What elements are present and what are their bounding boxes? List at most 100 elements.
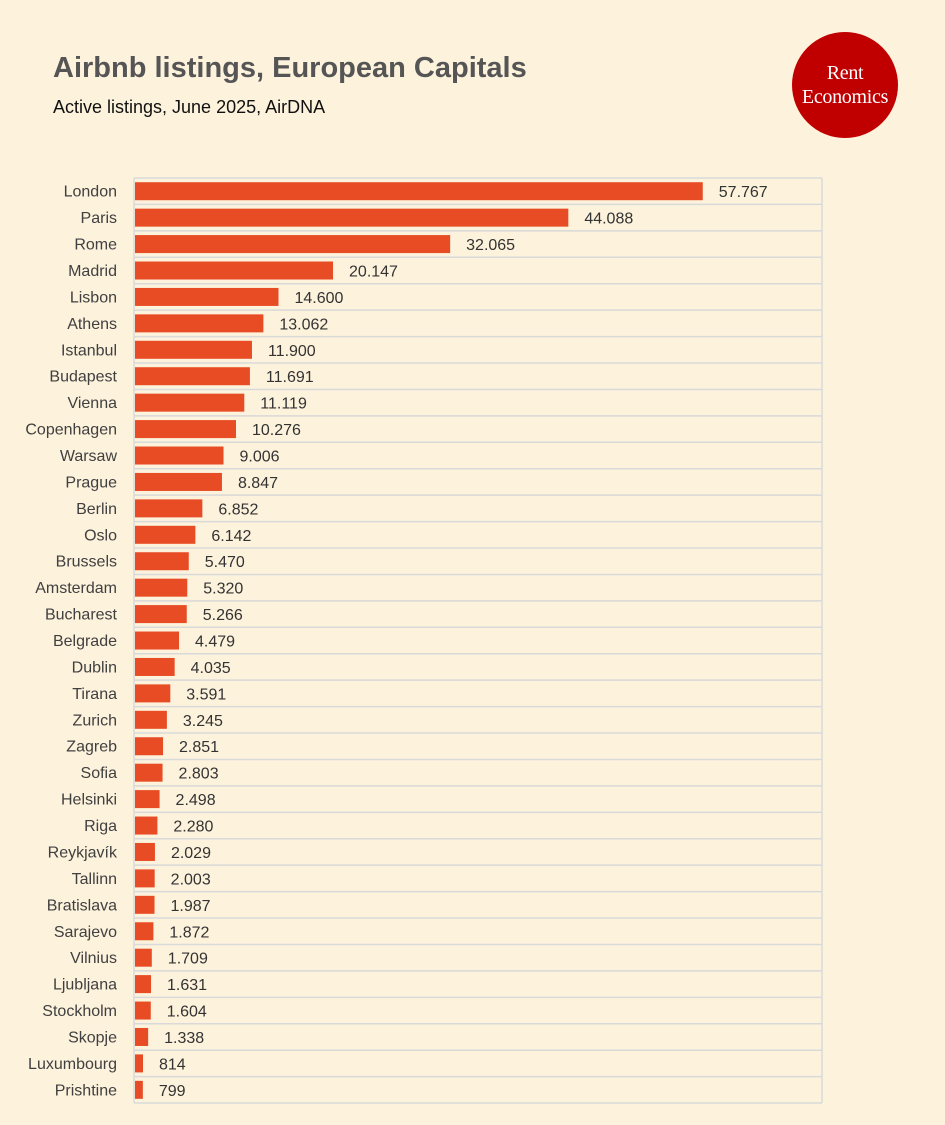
category-label: Vilnius [70, 950, 117, 967]
category-label: Paris [81, 210, 117, 227]
value-label: 799 [159, 1083, 186, 1100]
category-label: Reykjavík [48, 844, 118, 861]
rent-economics-logo: Rent Economics [792, 32, 898, 138]
value-label: 1.987 [171, 898, 211, 915]
category-label: Oslo [84, 527, 117, 544]
bar-copenhagen [135, 420, 236, 439]
bar-zagreb [135, 737, 164, 756]
value-label: 6.852 [218, 501, 258, 518]
bar-rome [135, 235, 451, 254]
category-label: Sofia [81, 765, 118, 782]
value-label: 5.266 [203, 607, 243, 624]
bar-paris [135, 208, 569, 227]
value-label: 1.338 [164, 1030, 204, 1047]
category-label: Amsterdam [35, 580, 117, 597]
bar-ljubljana [135, 975, 152, 994]
bar-luxumbourg [135, 1054, 144, 1073]
value-label: 6.142 [211, 528, 251, 545]
bar-berlin [135, 499, 203, 518]
category-label: Brussels [56, 554, 117, 571]
category-label: Bucharest [45, 607, 118, 624]
value-label: 20.147 [349, 264, 398, 281]
category-label: Madrid [68, 263, 117, 280]
value-label: 1.709 [168, 951, 208, 968]
category-label: Istanbul [61, 342, 117, 359]
value-label: 1.631 [167, 977, 207, 994]
bar-oslo [135, 525, 196, 544]
bar-brussels [135, 552, 189, 571]
value-label: 1.604 [167, 1004, 207, 1021]
bar-madrid [135, 261, 334, 280]
value-label: 2.803 [179, 766, 219, 783]
value-label: 32.065 [466, 237, 515, 254]
bar-amsterdam [135, 578, 188, 597]
category-label: Budapest [49, 369, 117, 386]
value-label: 13.062 [279, 316, 328, 333]
category-label: Vienna [67, 395, 117, 412]
bar-stockholm [135, 1001, 151, 1020]
category-label: Athens [67, 316, 117, 333]
category-label: Prague [65, 474, 117, 491]
category-label: Ljubljana [53, 977, 117, 994]
value-label: 2.280 [173, 819, 213, 836]
value-label: 2.029 [171, 845, 211, 862]
bar-helsinki [135, 790, 160, 809]
category-label: Dublin [72, 659, 117, 676]
category-label: Tirana [72, 686, 117, 703]
value-label: 10.276 [252, 422, 301, 439]
bar-bratislava [135, 895, 155, 914]
category-label: Helsinki [61, 792, 117, 809]
category-label: Sarajevo [54, 924, 117, 941]
bar-athens [135, 314, 264, 333]
value-label: 5.320 [203, 581, 243, 598]
category-label: Riga [84, 818, 117, 835]
category-label: Bratislava [47, 897, 117, 914]
bar-tallinn [135, 869, 155, 888]
bar-sofia [135, 763, 163, 782]
category-label: Zagreb [66, 739, 117, 756]
category-label: Zurich [73, 712, 117, 729]
bar-riga [135, 816, 158, 835]
value-label: 5.470 [205, 554, 245, 571]
value-label: 3.245 [183, 713, 223, 730]
category-label: Luxumbourg [28, 1056, 117, 1073]
value-label: 3.591 [186, 686, 226, 703]
value-label: 11.119 [260, 396, 307, 413]
category-label: Lisbon [70, 289, 117, 306]
bar-reykjavík [135, 842, 155, 861]
chart-title: Airbnb listings, European Capitals [53, 52, 527, 84]
category-label: Rome [74, 237, 117, 254]
value-label: 11.900 [268, 343, 316, 360]
category-label: Prishtine [55, 1082, 117, 1099]
logo-line-1: Rent [826, 62, 864, 84]
bar-dublin [135, 657, 175, 676]
chart-subtitle: Active listings, June 2025, AirDNA [53, 97, 326, 117]
bar-warsaw [135, 446, 224, 465]
value-label: 814 [159, 1056, 186, 1073]
value-label: 2.003 [171, 871, 211, 888]
value-label: 14.600 [294, 290, 343, 307]
value-label: 2.498 [176, 792, 216, 809]
category-label: Belgrade [53, 633, 117, 650]
category-label: Tallinn [72, 871, 117, 888]
bar-istanbul [135, 340, 252, 359]
value-label: 9.006 [240, 449, 280, 466]
category-label: Copenhagen [25, 422, 117, 439]
bar-london [135, 182, 703, 201]
value-label: 1.872 [169, 924, 209, 941]
bar-zurich [135, 710, 167, 729]
value-label: 57.767 [719, 184, 768, 201]
bar-sarajevo [135, 922, 154, 941]
value-label: 4.479 [195, 634, 235, 651]
category-label: London [64, 184, 117, 201]
bar-belgrade [135, 631, 180, 650]
bar-vienna [135, 393, 245, 412]
value-label: 2.851 [179, 739, 219, 756]
value-label: 4.035 [191, 660, 231, 677]
value-label: 11.691 [266, 369, 314, 386]
category-label: Warsaw [60, 448, 118, 465]
bar-vilnius [135, 948, 152, 967]
value-label: 8.847 [238, 475, 278, 492]
bar-tirana [135, 684, 171, 703]
